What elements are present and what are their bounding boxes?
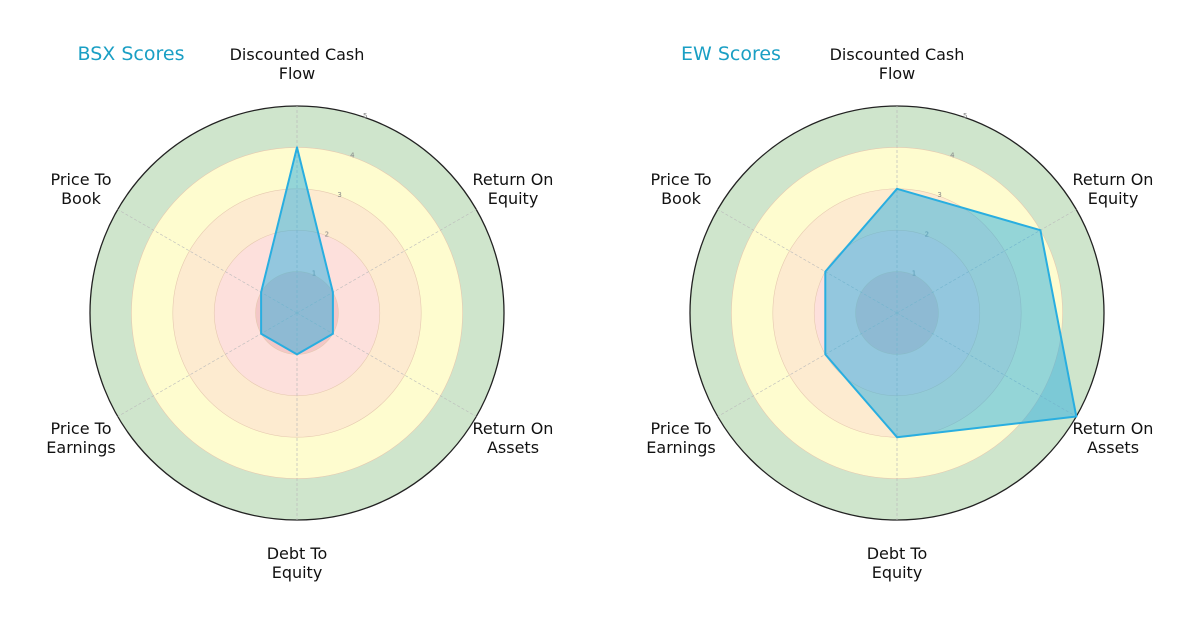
- score-polygon: [260, 146, 334, 356]
- axis-spoke: [296, 209, 477, 314]
- radial-tick-label: 4: [350, 152, 355, 160]
- axis-label: Price To: [651, 419, 712, 438]
- radial-tick-label: 3: [937, 191, 941, 199]
- axis-label: Price To: [51, 419, 112, 438]
- axis-label: Equity: [272, 563, 323, 582]
- axis-label: Earnings: [646, 438, 715, 457]
- axis-spoke: [896, 209, 1077, 314]
- axis-label: Debt To: [267, 544, 328, 563]
- axis-label: Assets: [1087, 438, 1139, 457]
- axis-label: Assets: [487, 438, 539, 457]
- axis-label: Discounted Cash: [830, 45, 965, 64]
- axis-label: Earnings: [46, 438, 115, 457]
- axis-label: Debt To: [867, 544, 928, 563]
- radial-tick-label: 4: [950, 152, 955, 160]
- axis-label: Return On: [473, 170, 554, 189]
- chart-title: BSX Scores: [78, 43, 185, 65]
- chart-title: EW Scores: [681, 43, 781, 65]
- axis-label: Equity: [872, 563, 923, 582]
- axis-label: Book: [61, 189, 102, 208]
- axis-spoke: [117, 209, 298, 314]
- axis-spoke: [717, 312, 898, 417]
- radial-tick-label: 3: [337, 191, 341, 199]
- axis-label: Flow: [279, 64, 316, 83]
- radial-tick-label: 5: [363, 112, 367, 120]
- axis-label: Price To: [51, 170, 112, 189]
- axis-spoke: [117, 312, 298, 417]
- score-polygon: [824, 187, 1078, 439]
- axis-label: Price To: [651, 170, 712, 189]
- axis-spoke: [296, 312, 477, 417]
- axis-label: Return On: [473, 419, 554, 438]
- axis-label: Return On: [1073, 170, 1154, 189]
- axis-label: Equity: [1088, 189, 1139, 208]
- axis-label: Flow: [879, 64, 916, 83]
- axis-spoke: [717, 209, 898, 314]
- axis-label: Equity: [488, 189, 539, 208]
- radial-tick-label: 2: [325, 230, 329, 238]
- radial-tick-label: 5: [963, 112, 967, 120]
- axis-label: Discounted Cash: [230, 45, 365, 64]
- axis-label: Book: [661, 189, 702, 208]
- axis-label: Return On: [1073, 419, 1154, 438]
